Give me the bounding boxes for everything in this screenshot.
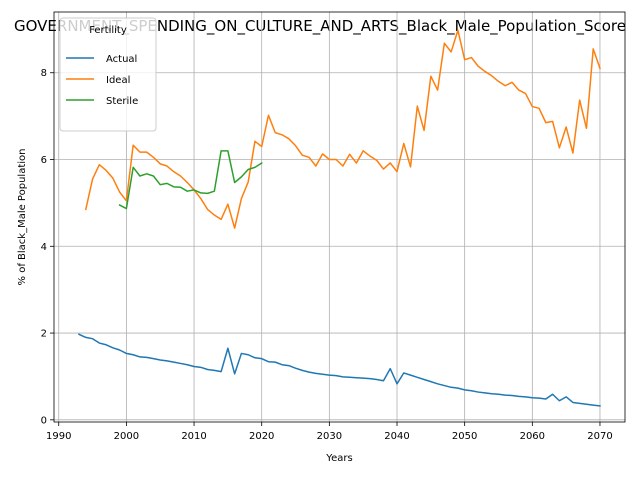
series-line-actual: [78, 333, 601, 407]
legend-items: Actual Ideal Sterile: [66, 54, 138, 107]
chart-title: GOVERNMENT_SPENDING_ON_CULTURE_AND_ARTS_…: [14, 17, 626, 36]
y-tick-label: 6: [41, 155, 47, 166]
legend-label-ideal: Ideal: [106, 75, 130, 86]
plot-frame: [53, 11, 626, 423]
x-tick-label: 2040: [384, 431, 409, 442]
x-tick-label: 2060: [520, 431, 545, 442]
legend-label-sterile: Sterile: [106, 96, 138, 107]
x-tick-label: 2020: [249, 431, 274, 442]
x-tick-label: 1990: [46, 431, 71, 442]
y-axis: 0 2 4 6 8: [41, 68, 54, 426]
legend-title: Fertility: [89, 25, 127, 36]
x-tick-label: 2010: [181, 431, 206, 442]
legend-label-actual: Actual: [106, 54, 137, 65]
y-tick-label: 4: [41, 242, 47, 253]
x-tick-label: 2070: [587, 431, 612, 442]
legend: Fertility Actual Ideal Sterile: [59, 17, 157, 132]
x-tick-label: 2000: [114, 431, 139, 442]
legend-box: [59, 17, 157, 132]
x-axis: 1990 2000 2010 2020 2030 2040 2050 2060 2070: [46, 422, 613, 442]
series-layer: [78, 29, 601, 407]
series-line-sterile: [118, 150, 263, 210]
x-axis-label: Years: [325, 453, 352, 464]
x-tick-label: 2030: [317, 431, 342, 442]
y-axis-label: % of Black_Male Population: [17, 149, 28, 286]
series-line-ideal: [84, 29, 601, 229]
x-tick-label: 2050: [452, 431, 477, 442]
grid-lines: [54, 12, 625, 422]
y-tick-label: 0: [41, 415, 47, 426]
y-tick-label: 2: [41, 329, 47, 340]
y-tick-label: 8: [41, 68, 47, 79]
